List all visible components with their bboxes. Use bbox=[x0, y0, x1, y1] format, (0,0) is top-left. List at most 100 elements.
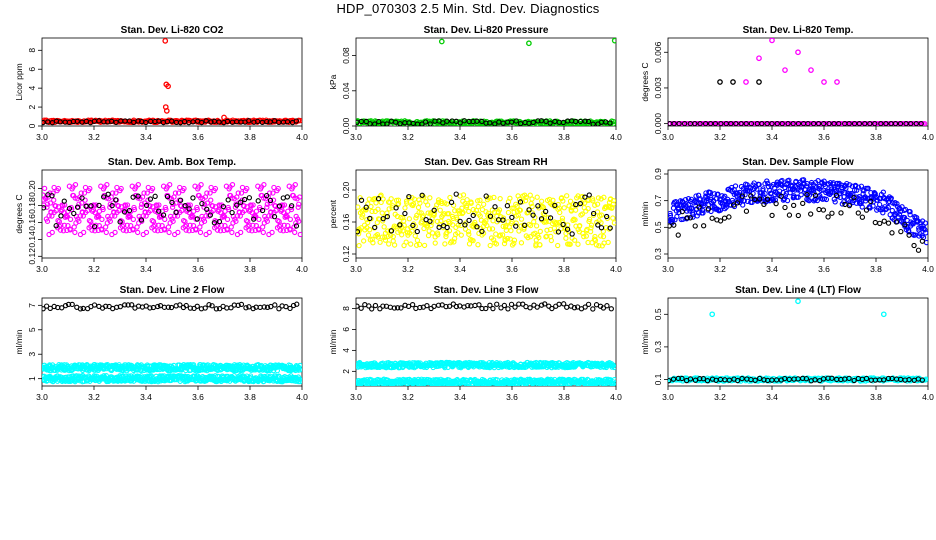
data-point bbox=[693, 193, 699, 199]
data-point bbox=[105, 191, 111, 197]
data-point bbox=[583, 233, 589, 239]
data-point bbox=[74, 118, 80, 124]
data-point bbox=[906, 232, 912, 238]
x-tick-label: 3.6 bbox=[506, 132, 518, 142]
data-point bbox=[204, 206, 210, 212]
data-point bbox=[111, 209, 117, 216]
data-point bbox=[260, 229, 266, 236]
data-point bbox=[69, 301, 75, 308]
data-point bbox=[130, 216, 136, 222]
data-point bbox=[586, 216, 593, 222]
y-tick-label: 0.08 bbox=[341, 47, 351, 64]
data-point bbox=[499, 232, 506, 238]
data-point bbox=[513, 220, 519, 226]
data-point bbox=[206, 302, 212, 308]
data-point bbox=[527, 305, 533, 311]
data-point bbox=[186, 228, 192, 234]
data-point bbox=[393, 205, 399, 211]
x-tick-label: 3.0 bbox=[36, 264, 48, 274]
data-point bbox=[470, 237, 476, 244]
x-tick-label: 4.0 bbox=[296, 264, 308, 274]
panel-title: Stan. Dev. Li-820 Pressure bbox=[424, 25, 549, 36]
data-point bbox=[395, 200, 402, 207]
data-point bbox=[466, 231, 472, 237]
data-point bbox=[681, 120, 688, 126]
data-point bbox=[233, 218, 239, 224]
data-point bbox=[512, 304, 518, 310]
highlight-point bbox=[782, 67, 788, 73]
data-point bbox=[138, 204, 144, 210]
data-point bbox=[297, 378, 302, 385]
data-point bbox=[386, 206, 392, 212]
x-tick-label: 3.6 bbox=[818, 132, 830, 142]
data-point bbox=[238, 229, 244, 236]
highlight-point bbox=[743, 79, 749, 85]
x-tick-label: 3.8 bbox=[558, 264, 570, 274]
data-point bbox=[187, 222, 193, 228]
data-point bbox=[403, 239, 409, 245]
data-point bbox=[152, 193, 158, 199]
data-point bbox=[417, 200, 423, 206]
data-point bbox=[810, 187, 817, 194]
panel-title: Stan. Dev. Line 3 Flow bbox=[434, 285, 539, 296]
data-point bbox=[773, 200, 779, 207]
data-point bbox=[356, 229, 361, 235]
data-point bbox=[539, 204, 546, 210]
data-point bbox=[440, 212, 446, 218]
y-axis-label: ml/min bbox=[14, 329, 24, 354]
data-point bbox=[238, 190, 245, 196]
data-point bbox=[756, 181, 762, 188]
y-tick-label: 7 bbox=[27, 303, 37, 308]
data-point bbox=[579, 193, 586, 200]
highlight-point bbox=[756, 79, 762, 85]
y-tick-label: 2 bbox=[341, 369, 351, 374]
data-point bbox=[424, 302, 430, 309]
data-point bbox=[517, 199, 524, 205]
data-point bbox=[748, 193, 754, 199]
data-point bbox=[42, 185, 48, 192]
data-point bbox=[88, 203, 94, 209]
data-point bbox=[508, 227, 514, 234]
data-point bbox=[181, 185, 187, 192]
data-point bbox=[183, 222, 190, 228]
data-point bbox=[881, 218, 887, 224]
data-point bbox=[431, 210, 438, 217]
data-point bbox=[490, 237, 497, 243]
data-point bbox=[500, 217, 506, 223]
data-point bbox=[446, 303, 453, 309]
data-point bbox=[560, 198, 566, 204]
data-point bbox=[919, 225, 925, 232]
data-point bbox=[590, 306, 596, 312]
data-point bbox=[714, 120, 720, 126]
data-point bbox=[79, 195, 85, 201]
data-point bbox=[397, 121, 403, 126]
y-tick-label: 0 bbox=[27, 123, 37, 128]
data-point bbox=[705, 195, 711, 202]
data-point bbox=[276, 203, 283, 209]
data-point bbox=[257, 206, 263, 213]
data-point bbox=[79, 209, 86, 216]
data-point bbox=[242, 196, 248, 203]
data-point bbox=[530, 212, 536, 218]
x-tick-label: 3.8 bbox=[870, 264, 882, 274]
data-point bbox=[529, 210, 536, 216]
data-point bbox=[513, 223, 519, 229]
data-point bbox=[211, 220, 218, 226]
data-point bbox=[72, 182, 79, 188]
data-point bbox=[203, 118, 209, 124]
data-point bbox=[922, 227, 928, 233]
data-point bbox=[784, 197, 791, 204]
data-point bbox=[413, 305, 419, 312]
data-point bbox=[571, 305, 578, 311]
data-point bbox=[836, 120, 842, 126]
data-point bbox=[277, 227, 284, 233]
x-tick-label: 4.0 bbox=[922, 392, 934, 402]
data-point bbox=[142, 209, 148, 216]
data-point bbox=[156, 118, 162, 124]
data-point bbox=[816, 206, 822, 213]
data-point bbox=[594, 201, 601, 207]
data-point bbox=[269, 229, 275, 236]
data-point bbox=[109, 202, 115, 209]
data-point bbox=[748, 120, 755, 126]
